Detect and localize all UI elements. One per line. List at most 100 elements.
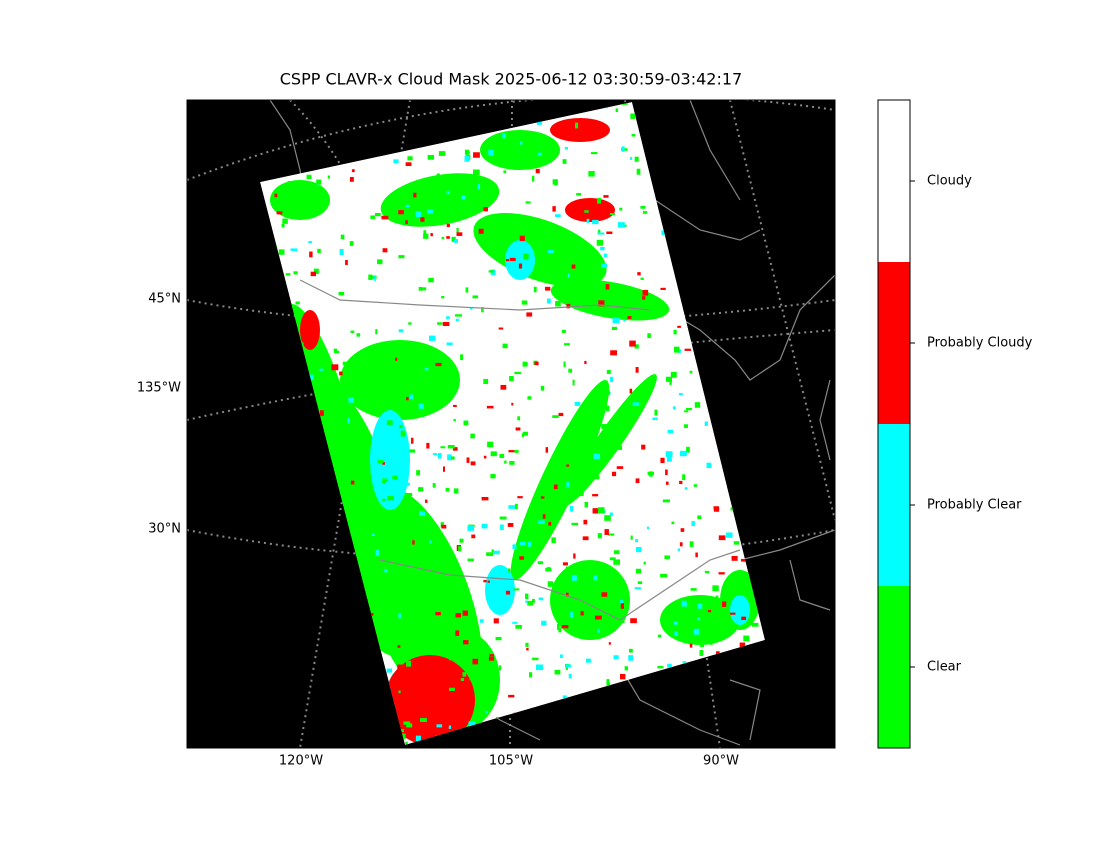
cloud-mask-speckle	[613, 559, 621, 565]
cloud-mask-speckle	[697, 603, 703, 609]
cloud-mask-speckle	[483, 207, 488, 212]
cloud-mask-speckle	[464, 149, 469, 155]
cloud-mask-speckle	[410, 405, 417, 409]
cloud-mask-speckle	[463, 420, 469, 426]
cloud-mask-speckle	[345, 260, 348, 265]
cloud-mask-speckle	[499, 516, 507, 520]
cloud-mask-speckle	[498, 665, 502, 671]
cloud-mask-speckle	[464, 211, 468, 217]
cloud-mask-speckle	[483, 455, 487, 459]
cloud-mask-speckle	[657, 666, 664, 669]
cloud-mask-speckle	[453, 447, 458, 451]
cloud-mask-speckle	[418, 511, 426, 516]
cloud-mask-speckle	[586, 297, 590, 300]
cloud-mask-speckle	[718, 535, 726, 541]
cloud-mask-speckle	[615, 445, 623, 450]
cloud-mask-patch	[505, 240, 535, 280]
cloud-mask-speckle	[503, 170, 507, 174]
cloud-mask-speckle	[561, 625, 569, 629]
cloud-mask-speckle	[409, 394, 414, 399]
cloud-mask-speckle	[310, 271, 317, 277]
cloud-mask-speckle	[454, 488, 459, 494]
cloud-mask-speckle	[348, 504, 352, 507]
cloud-mask-speckle	[731, 555, 738, 561]
cloud-mask-speckle	[400, 430, 406, 437]
cloud-mask-speckle	[605, 620, 609, 625]
cloud-mask-speckle	[499, 453, 505, 459]
cloud-mask-speckle	[293, 271, 298, 275]
cloud-mask-speckle	[628, 648, 633, 653]
cloud-mask-speckle	[637, 272, 641, 276]
cloud-mask-speckle	[642, 211, 648, 214]
cloud-mask-speckle	[455, 318, 459, 322]
cloud-mask-speckle	[572, 587, 579, 594]
cloud-mask-speckle	[635, 478, 640, 484]
cloud-mask-speckle	[613, 610, 617, 615]
cloud-mask-speckle	[690, 588, 697, 591]
cloud-mask-speckle	[574, 122, 579, 129]
cloud-mask-speckle	[515, 427, 521, 431]
cloud-mask-speckle	[665, 451, 673, 458]
cloud-mask-speckle	[693, 484, 697, 487]
cloud-mask-speckle	[512, 621, 518, 624]
cloud-mask-speckle	[446, 316, 450, 319]
cloud-mask-speckle	[551, 519, 556, 525]
cloud-mask-speckle	[577, 425, 582, 430]
cloud-mask-speckle	[695, 552, 698, 558]
map-frame	[186, 99, 836, 749]
cloud-mask-speckle	[381, 498, 387, 501]
cloud-mask-speckle	[459, 538, 464, 543]
cloud-mask-speckle	[467, 558, 474, 562]
cloud-mask-speckle	[704, 570, 710, 574]
cloud-mask-speckle	[733, 541, 740, 545]
cloud-mask-speckle	[290, 248, 298, 252]
cloud-mask-speckle	[406, 723, 413, 728]
cloud-mask-speckle	[751, 622, 759, 627]
cloud-mask-speckle	[552, 415, 559, 418]
cloud-mask-speckle	[566, 481, 570, 488]
cloud-mask-speckle	[547, 581, 554, 587]
cloud-mask-speckle	[605, 405, 610, 412]
cloud-mask-speckle	[478, 228, 484, 234]
cloud-mask-speckle	[593, 213, 597, 218]
cloud-mask-speckle	[441, 295, 445, 299]
cloud-mask-speckle	[440, 446, 446, 449]
cloud-mask-speckle	[630, 535, 633, 540]
cloud-mask-speckle	[576, 628, 584, 633]
colorbar-segment	[878, 100, 910, 262]
cloud-mask-speckle	[670, 371, 677, 378]
cloud-mask-speckle	[462, 672, 467, 677]
cloud-mask-speckle	[611, 573, 614, 576]
cloud-mask-speckle	[673, 621, 678, 625]
cloud-mask-speckle	[306, 174, 312, 180]
cloud-mask-speckle	[495, 636, 502, 641]
cloud-mask-speckle	[338, 291, 345, 296]
cloud-mask-speckle	[285, 273, 291, 276]
cloud-mask-speckle	[415, 211, 421, 217]
cloud-mask-speckle	[616, 466, 624, 469]
cloud-mask-speckle	[634, 344, 639, 349]
cloud-mask-speckle	[511, 402, 514, 406]
cloud-mask-speckle	[592, 604, 598, 609]
cloud-mask-speckle	[428, 278, 434, 283]
cloud-mask-speckle	[446, 342, 453, 346]
cloud-mask-speckle	[435, 362, 442, 367]
cloud-mask-speckle	[276, 211, 283, 215]
cloud-mask-speckle	[463, 199, 471, 202]
cloud-mask-speckle	[347, 417, 350, 424]
cloud-mask-speckle	[509, 460, 515, 465]
cloud-mask-speckle	[657, 634, 662, 638]
cloud-mask-speckle	[515, 503, 518, 510]
cloud-mask-speckle	[278, 249, 285, 255]
cloud-mask-speckle	[317, 374, 320, 381]
cloud-mask-speckle	[405, 162, 412, 167]
cloud-mask-speckle	[469, 675, 476, 681]
cloud-mask-speckle	[641, 444, 646, 450]
cloud-mask-speckle	[324, 408, 327, 413]
cloud-mask-speckle	[538, 271, 543, 277]
cloud-mask-patch	[550, 118, 610, 142]
cloud-mask-speckle	[431, 549, 437, 556]
cloud-mask-speckle	[606, 682, 611, 689]
cloud-mask-speckle	[445, 487, 450, 492]
